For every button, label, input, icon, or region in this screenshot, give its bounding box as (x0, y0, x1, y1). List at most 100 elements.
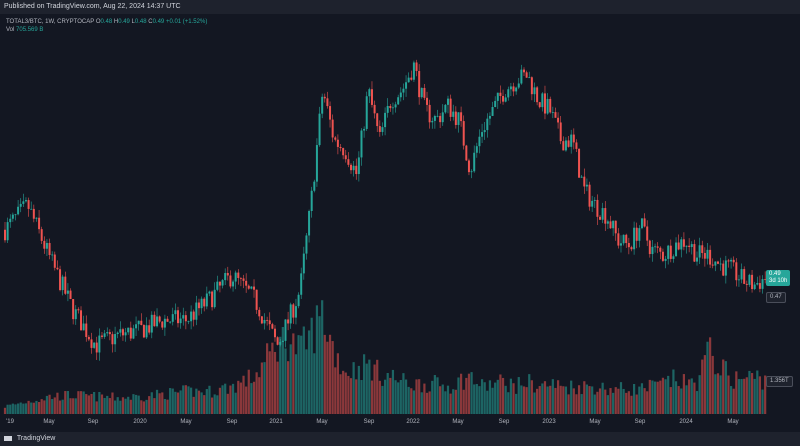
volume-bar (352, 362, 355, 414)
chart-area[interactable]: TOTAL3/BTC, 1W, CRYPTOCAP O0.48 H0.49 L0… (0, 14, 800, 432)
candle (661, 251, 664, 261)
volume-bar (77, 391, 80, 414)
chart-legend: TOTAL3/BTC, 1W, CRYPTOCAP O0.48 H0.49 L0… (6, 18, 207, 34)
candle (27, 200, 30, 209)
symbol[interactable]: TOTAL3/BTC, 1W, CRYPTOCAP (6, 19, 95, 25)
volume-bar (289, 344, 292, 414)
open-value: 0.48 (100, 19, 113, 25)
volume-bar (656, 381, 659, 414)
candle (156, 316, 159, 327)
volume-bar (11, 403, 14, 414)
candle (373, 104, 376, 114)
volume-bar (632, 383, 636, 414)
volume-bar (669, 387, 672, 414)
volume-bar (271, 342, 274, 414)
volume-bar (187, 386, 190, 414)
candle (415, 62, 418, 72)
candle (677, 242, 680, 250)
candlestick-chart[interactable] (0, 14, 800, 432)
volume-bar (305, 349, 308, 414)
candle (258, 309, 261, 317)
candle (326, 98, 329, 107)
candle (384, 112, 387, 128)
volume-bar (276, 361, 279, 414)
candle (22, 201, 25, 204)
candle (51, 254, 54, 256)
candle (232, 281, 235, 287)
volume-bar (349, 378, 353, 414)
x-tick-label: Sep (363, 419, 375, 425)
volume-bar (373, 364, 376, 414)
candle (494, 100, 497, 108)
candle (635, 227, 638, 241)
volume-bar (129, 399, 132, 414)
volume-bar (714, 374, 717, 414)
candle (271, 324, 274, 329)
volume-bar (577, 385, 581, 414)
volume-bar (520, 385, 523, 414)
x-tick-label: 2020 (133, 419, 147, 425)
volume-bar (360, 380, 363, 414)
candle (391, 107, 394, 109)
candle (439, 115, 442, 123)
candle (703, 253, 706, 259)
volume-bar (758, 376, 762, 414)
volume-bar (300, 335, 303, 414)
volume-bar (155, 389, 159, 414)
candle (764, 279, 767, 280)
volume-bar (116, 397, 119, 414)
x-tick-label: 2024 (679, 419, 693, 425)
volume-bar (339, 374, 342, 414)
candle (9, 218, 12, 223)
candle (342, 148, 345, 156)
volume-bar (355, 379, 358, 414)
volume-bar (729, 386, 733, 414)
volume-bar (200, 392, 203, 414)
volume-bar (231, 383, 235, 414)
candle (158, 316, 161, 322)
candle (517, 83, 520, 88)
candle (433, 115, 436, 121)
candle (627, 243, 630, 248)
volume-bar (258, 377, 261, 414)
candle (554, 112, 557, 118)
candle (682, 239, 685, 247)
candle (239, 277, 242, 279)
candle (428, 104, 431, 123)
volume-bar (431, 380, 434, 414)
volume-bar (627, 391, 630, 414)
volume-bar (452, 389, 455, 414)
volume-bar (446, 385, 450, 414)
candle (709, 249, 712, 265)
volume-bar (14, 404, 17, 414)
candle (711, 264, 714, 266)
volume-bar (441, 384, 444, 414)
volume-bar (163, 399, 166, 414)
candle (743, 269, 746, 284)
candle (292, 304, 295, 318)
candle (85, 323, 88, 337)
candle (308, 211, 311, 236)
volume-bar (383, 379, 387, 414)
x-tick-label: Sep (226, 419, 238, 425)
volume-bar (192, 396, 195, 414)
candle (294, 306, 297, 318)
volume-bar (722, 359, 725, 414)
high-label: H (113, 19, 119, 25)
volume-bar (727, 375, 730, 414)
volume-bar (297, 335, 300, 414)
change-value: +0.01 (+1.52%) (165, 19, 208, 25)
x-tick-label: May (589, 419, 601, 425)
candle (45, 242, 48, 249)
candle (381, 127, 384, 132)
volume-bar (53, 397, 56, 414)
brand: TradingView (16, 435, 56, 442)
volume-bar (475, 383, 478, 414)
volume-bar (344, 372, 347, 414)
volume-bar (334, 367, 337, 414)
candle (177, 310, 180, 324)
volume-bar (376, 359, 379, 414)
volume-bar (279, 336, 282, 414)
tradingview-logo-icon (4, 435, 12, 441)
candle (724, 260, 727, 276)
